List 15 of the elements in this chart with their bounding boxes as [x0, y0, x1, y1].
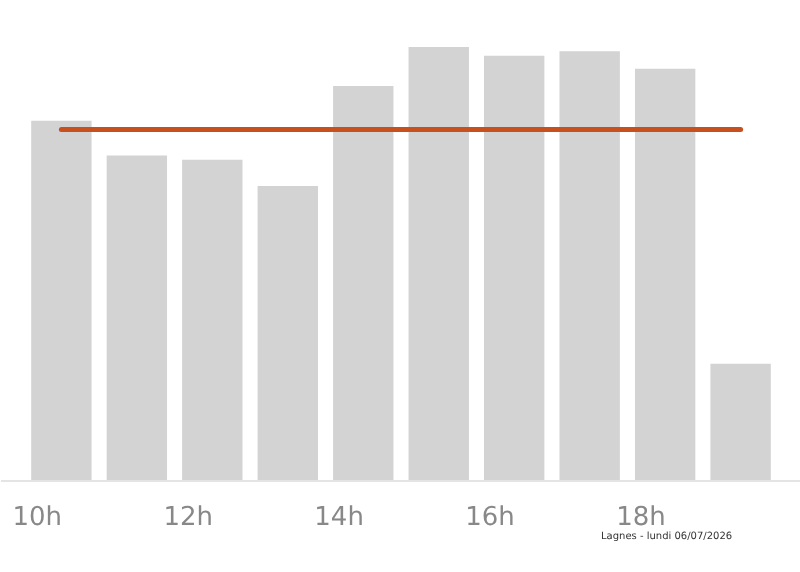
bar — [182, 159, 243, 481]
bar — [333, 86, 394, 481]
bar — [106, 155, 168, 481]
x-tick-label: 14h — [314, 503, 364, 533]
x-tick-label: 18h — [616, 503, 666, 533]
bar — [31, 120, 92, 481]
x-tick-label: 12h — [163, 503, 213, 533]
bar — [634, 68, 696, 481]
bar — [484, 55, 545, 481]
x-tick-label: 16h — [465, 503, 515, 533]
x-tick-label: 10h — [12, 503, 63, 533]
bar — [559, 51, 620, 481]
bar — [257, 185, 318, 481]
bar — [710, 363, 771, 481]
bar — [408, 47, 469, 481]
